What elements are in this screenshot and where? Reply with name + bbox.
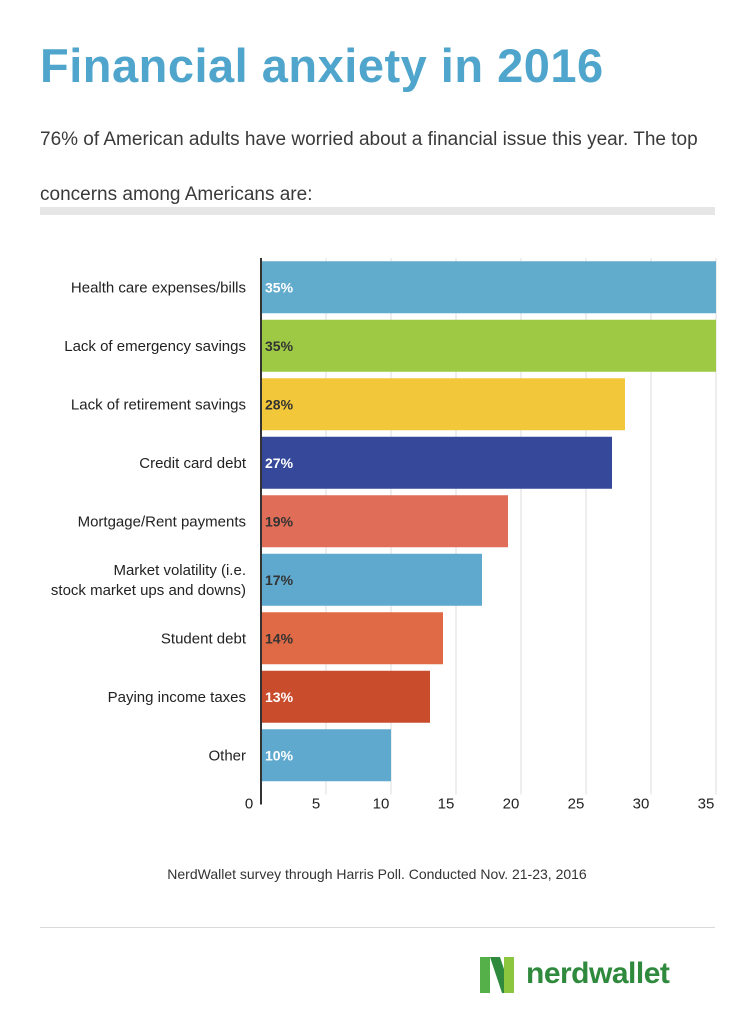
x-tick-label: 15 (438, 796, 455, 813)
nerdwallet-logo: nerdwallet (478, 955, 718, 995)
data-label: 28% (265, 396, 294, 412)
category-label: Market volatility (i.e. stock market ups … (51, 562, 246, 599)
data-label: 35% (265, 338, 294, 354)
data-label: 13% (265, 689, 294, 705)
x-tick-label: 25 (568, 796, 585, 813)
bar-chart: 35% Health care expenses/bills 35% Lack of … (51, 258, 717, 813)
footer-divider (40, 927, 715, 928)
x-tick-label: 5 (312, 796, 320, 813)
category-label: Paying income taxes (108, 689, 246, 706)
x-tick-label: 35 (698, 796, 715, 813)
category-label: Credit card debt (139, 455, 247, 472)
bar (261, 612, 443, 665)
data-label: 19% (265, 513, 294, 529)
category-label: Health care expenses/bills (71, 279, 246, 296)
bar (261, 378, 625, 431)
category-label: Student debt (161, 630, 247, 647)
x-tick-label: 30 (633, 796, 650, 813)
category-label: Mortgage/Rent payments (78, 513, 246, 530)
bar (261, 670, 430, 723)
bar (261, 319, 716, 372)
bar (261, 436, 612, 489)
bar (261, 729, 391, 782)
x-tick-label: 10 (373, 796, 390, 813)
x-tick-label: 0 (245, 796, 253, 813)
data-label: 14% (265, 630, 294, 646)
bar (261, 495, 508, 548)
source-note: NerdWallet survey through Harris Poll. C… (167, 866, 587, 882)
data-label: 27% (265, 455, 294, 471)
data-label: 35% (265, 279, 294, 295)
data-label: 17% (265, 572, 294, 588)
x-tick-label: 20 (503, 796, 520, 813)
bar (261, 553, 482, 606)
data-label: 10% (265, 747, 294, 763)
category-label: Lack of emergency savings (64, 338, 246, 355)
nerdwallet-n-logo-icon (480, 957, 514, 993)
page-title: Financial anxiety in 2016 (40, 39, 604, 92)
page-subtitle: 76% of American adults have worried abou… (40, 129, 698, 205)
brand-name: nerdwallet (526, 957, 670, 990)
category-label: Other (208, 747, 246, 764)
header-divider (40, 207, 715, 215)
category-label: Lack of retirement savings (71, 396, 246, 413)
bar (261, 261, 716, 314)
